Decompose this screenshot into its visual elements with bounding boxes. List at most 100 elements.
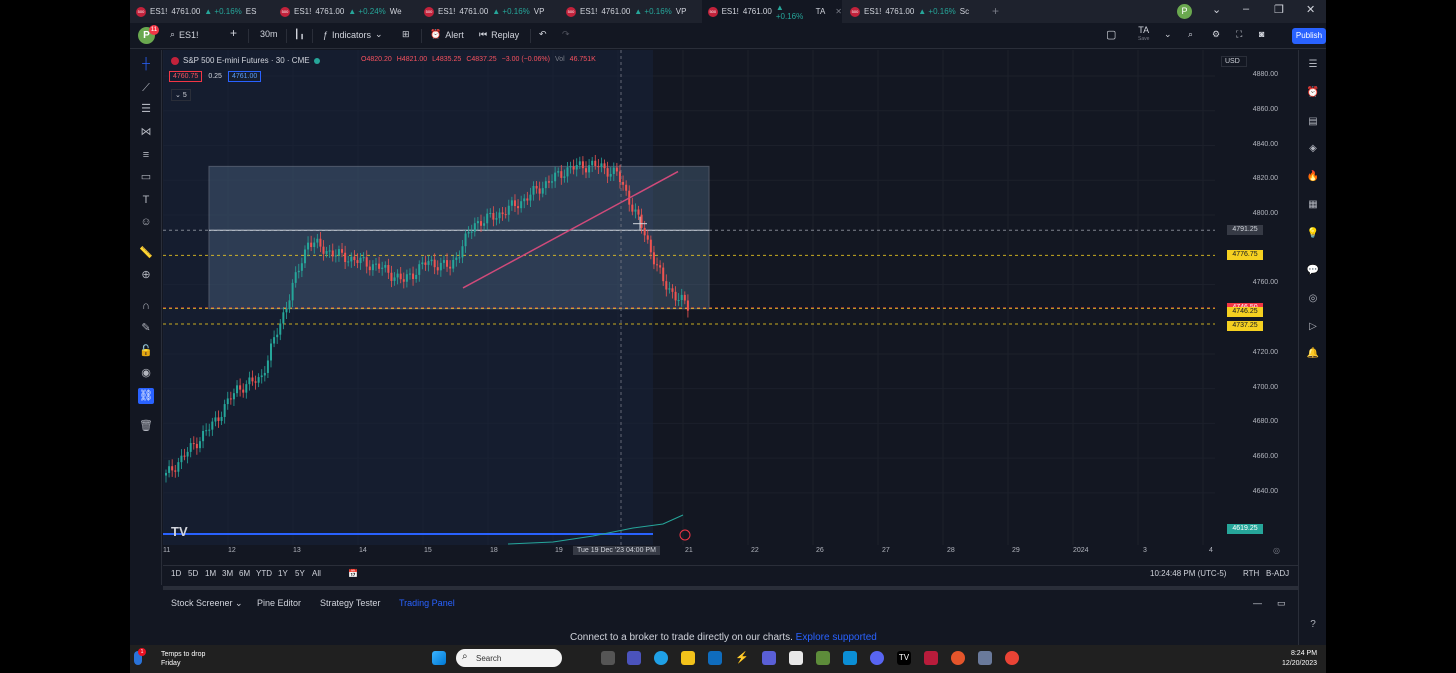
browser-tab[interactable]: 500 ES1! 4761.00 ▲ +0.16% VP [424, 6, 545, 17]
range-button-1m[interactable]: 1M [205, 569, 217, 578]
grid-icon[interactable]: ⊞ [402, 29, 410, 39]
eye-icon[interactable]: ◉ [141, 367, 151, 379]
chevron-down-icon[interactable]: ⌄ [1164, 29, 1172, 39]
app-icon[interactable] [762, 651, 776, 665]
price-scale[interactable]: USD 4880.00 4860.00 4840.00 4820.00 4800.00 4… [1215, 50, 1298, 565]
winamp-icon[interactable]: ⚡ [735, 651, 749, 665]
tab-trading-panel[interactable]: Trading Panel [399, 598, 455, 608]
range-button-ytd[interactable]: YTD [256, 569, 272, 578]
browser-tab[interactable]: 500 ES1! 4761.00 ▲ +0.16% ES [136, 6, 257, 17]
fullscreen-icon[interactable]: ⛶ [1236, 29, 1243, 39]
rectangle-icon[interactable]: ▭ [140, 171, 152, 183]
publish-button[interactable]: Publish [1292, 28, 1326, 44]
tab-stock-screener[interactable]: Stock Screener ⌄ [171, 598, 243, 608]
tab-strategy-tester[interactable]: Strategy Tester [320, 598, 381, 608]
tab-list-dropdown-icon[interactable]: ⌄ [1212, 4, 1222, 16]
settings-app-icon[interactable] [978, 651, 992, 665]
sell-button[interactable]: 4760.75 [169, 71, 203, 82]
session-toggle[interactable]: RTH [1243, 569, 1260, 578]
gear-icon[interactable]: ⚙ [1212, 29, 1221, 39]
browser-profile-icon[interactable]: P [1177, 4, 1192, 19]
weather-widget[interactable]: Temps to drop Friday [161, 651, 206, 667]
calendar-icon[interactable]: ▦ [1308, 199, 1318, 210]
minecraft-icon[interactable] [816, 651, 830, 665]
chart-pane[interactable]: S&P 500 E-mini Futures · 30 · CME O4820.… [163, 50, 1298, 565]
minimize-icon[interactable]: – [1243, 3, 1250, 15]
time-axis[interactable]: 11 12 13 14 15 18 19 21 22 26 27 28 29 2024 3 4 Tue 19 … [163, 544, 1298, 560]
pattern-icon[interactable]: ⋈ [140, 126, 152, 138]
minimize-panel-icon[interactable]: — [1253, 598, 1262, 608]
range-button-3m[interactable]: 3M [222, 569, 234, 578]
link-icon[interactable]: ⛓ [138, 388, 154, 404]
store-icon[interactable] [789, 651, 803, 665]
data-window-icon[interactable]: ▤ [1308, 116, 1318, 127]
emoji-icon[interactable]: ☺ [140, 216, 152, 228]
browser-tab[interactable]: 500 ES1! 4761.00 ▲ +0.16% Sc [850, 6, 970, 17]
candles-icon[interactable]: ┃╻ [294, 29, 305, 39]
browser-tab[interactable]: 500 ES1! 4761.00 ▲ +0.24% We [280, 6, 402, 17]
tab-pine-editor[interactable]: Pine Editor [257, 598, 302, 608]
forecast-icon[interactable]: ≡ [142, 149, 150, 161]
camera-icon[interactable]: ◙ [1259, 29, 1265, 39]
range-button-1y[interactable]: 1Y [278, 569, 288, 578]
interval-button[interactable]: 30m [260, 29, 278, 39]
hotlist-icon[interactable]: 🔥 [1306, 171, 1320, 182]
chrome-icon[interactable] [1005, 651, 1019, 665]
ruler-icon[interactable]: 📏 [139, 247, 153, 259]
quick-search-icon[interactable]: ⌕ [1188, 29, 1194, 39]
help-icon[interactable]: ? [1310, 619, 1316, 630]
price-chart[interactable] [163, 50, 1215, 545]
tradingview-icon[interactable]: TV [897, 651, 911, 665]
ideas-icon[interactable]: 💡 [1306, 228, 1320, 239]
edge-icon[interactable] [654, 651, 668, 665]
close-window-icon[interactable]: ✕ [1306, 4, 1316, 16]
watchlist-icon[interactable]: ☰ [1308, 59, 1318, 70]
zoom-icon[interactable]: ⊕ [141, 269, 151, 281]
buy-button[interactable]: 4761.00 [227, 71, 262, 82]
range-button-5y[interactable]: 5Y [295, 569, 305, 578]
chat-icon[interactable]: 💬 [1306, 265, 1320, 276]
app-icon[interactable] [924, 651, 938, 665]
taskbar-search[interactable]: ⌕ Search [456, 649, 562, 667]
app-icon[interactable] [951, 651, 965, 665]
task-view-icon[interactable] [601, 651, 615, 665]
settings-icon[interactable]: ◎ [1273, 546, 1280, 555]
range-button-6m[interactable]: 6M [239, 569, 251, 578]
replay-button[interactable]: ⏮ Replay [479, 29, 520, 40]
symbol-search-button[interactable]: ⌕ ES1! [170, 29, 199, 40]
trend-line-icon[interactable]: ⟋ [142, 82, 150, 94]
indicators-button[interactable]: ƒ Indicators ⌄ [323, 29, 383, 40]
replay-panel-icon[interactable]: ▷ [1309, 321, 1317, 332]
range-button-5d[interactable]: 5D [188, 569, 199, 578]
redo-icon[interactable]: ↷ [562, 29, 570, 39]
ta-save-button[interactable]: TA Save [1138, 25, 1150, 43]
alerts-icon[interactable]: ⏰ [1306, 87, 1320, 98]
crosshair-icon[interactable]: ┼ [142, 58, 150, 70]
date-range-icon[interactable]: 📅 [348, 569, 358, 578]
browser-tab-active[interactable]: 500 ES1! 4761.00 ▲ +0.16% TA ✕ [702, 0, 842, 23]
fib-icon[interactable]: ☰ [141, 103, 151, 115]
file-explorer-icon[interactable] [681, 651, 695, 665]
text-icon[interactable]: T [142, 194, 150, 206]
explore-brokers-link[interactable]: Explore supported [795, 632, 877, 643]
windows-start-icon[interactable] [432, 651, 446, 665]
adjustment-toggle[interactable]: B-ADJ [1266, 569, 1290, 578]
stay-drawing-icon[interactable]: ✎ [141, 322, 151, 334]
notifications-icon[interactable]: 🔔 [1306, 348, 1320, 359]
range-button-all[interactable]: All [312, 569, 321, 578]
trash-icon[interactable]: 🗑 [139, 420, 153, 432]
streams-icon[interactable]: ◎ [1308, 293, 1318, 304]
teams-icon[interactable] [627, 651, 641, 665]
layout-icon[interactable]: ▢ [1106, 29, 1117, 41]
layers-icon[interactable]: ◈ [1309, 143, 1317, 154]
magnet-icon[interactable]: ∩ [142, 300, 150, 312]
restore-icon[interactable]: ❐ [1274, 4, 1284, 16]
mail-icon[interactable] [708, 651, 722, 665]
new-tab-button[interactable]: + [992, 4, 1000, 18]
system-clock[interactable]: 8:24 PM 12/20/2023 [1282, 650, 1318, 667]
alert-button[interactable]: ⏰ Alert [430, 29, 464, 40]
close-tab-icon[interactable]: ✕ [835, 7, 842, 16]
undo-icon[interactable]: ↶ [539, 29, 547, 39]
weather-icon[interactable] [134, 651, 142, 665]
currency-select[interactable]: USD [1221, 56, 1247, 67]
